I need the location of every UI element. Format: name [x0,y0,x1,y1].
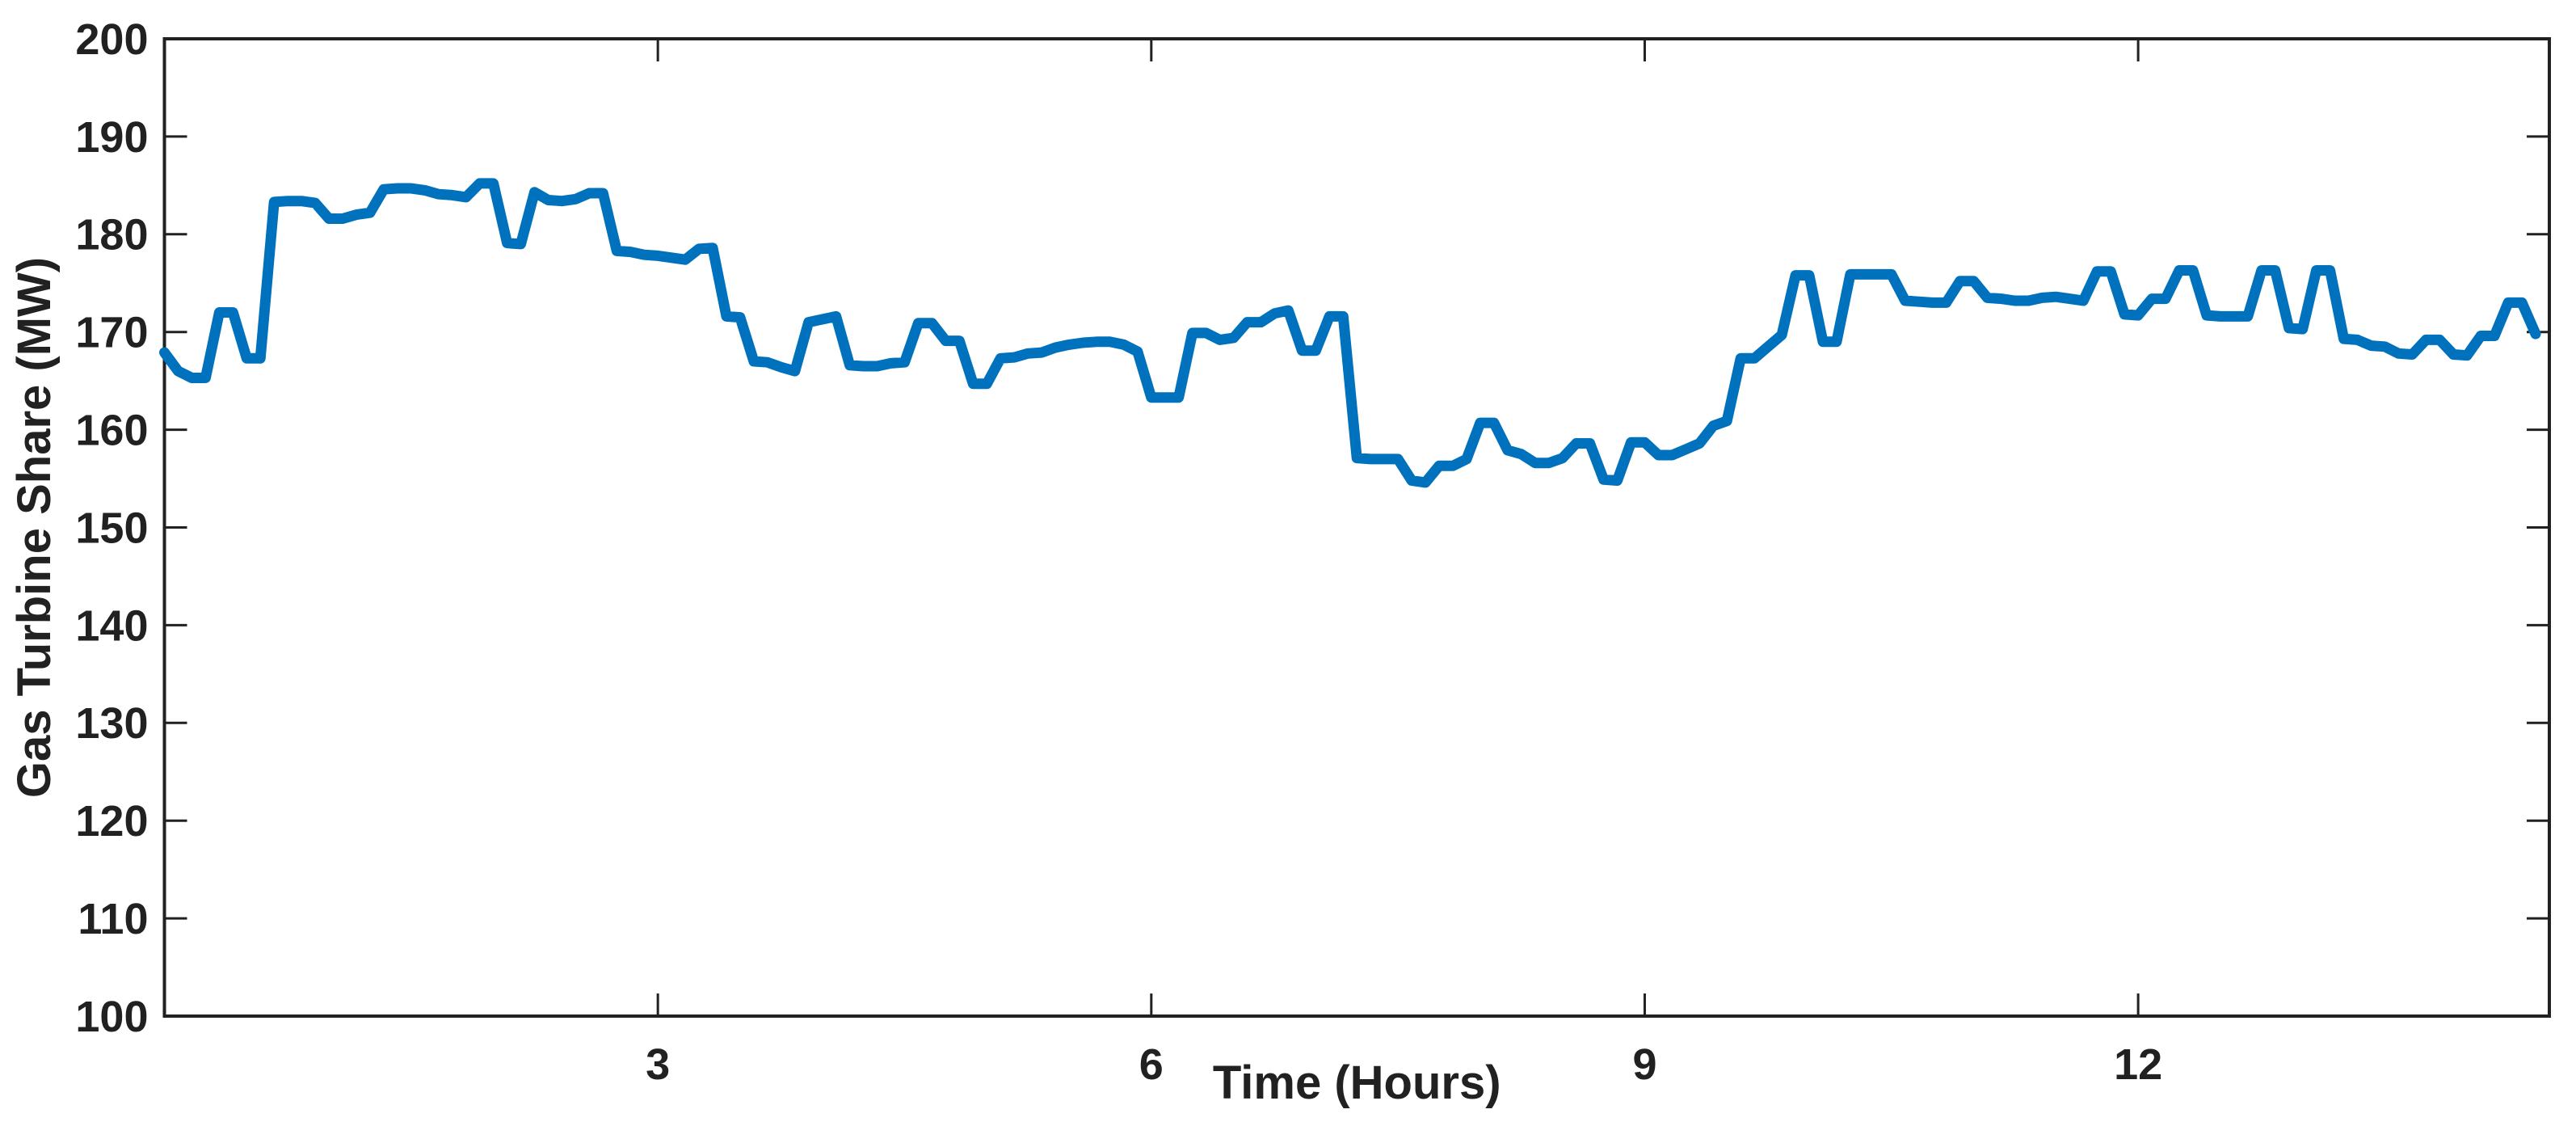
x-tick-label: 3 [646,1040,670,1089]
data-series [159,178,2541,488]
y-tick-label: 170 [75,309,148,357]
x-tick-label: 9 [1632,1040,1656,1089]
y-tick-label: 110 [78,895,148,943]
x-tick-label: 6 [1139,1040,1164,1089]
y-tick-label: 190 [75,113,148,162]
x-tick-label: 12 [2114,1040,2162,1089]
y-tick-label: 130 [75,699,148,748]
y-tick-label: 200 [75,15,148,64]
plot-background [164,39,2549,1016]
y-axis-label: Gas Turbine Share (MW) [8,257,61,798]
gas-turbine-share-line [159,178,2541,488]
y-tick-label: 180 [75,211,148,259]
y-tick-label: 140 [75,601,148,650]
axis-tick-labels: 100 110 120 130 140 150 160 170 180 190 200 3 6 9 12 [75,15,2162,1089]
y-tick-label: 120 [75,797,148,846]
x-axis-label: Time (Hours) [1213,1057,1501,1109]
axis-ticks [164,37,2549,1018]
y-tick-label: 100 [75,993,148,1041]
plot-box-border [162,37,2551,1018]
y-tick-label: 160 [75,407,148,455]
y-tick-label: 150 [75,504,148,552]
